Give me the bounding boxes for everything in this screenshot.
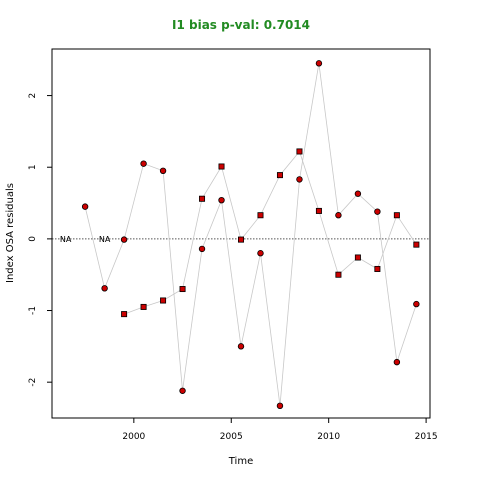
- series-1-point: [82, 204, 88, 210]
- series-2-point: [141, 304, 146, 309]
- y-axis-label: Index OSA residuals: [5, 183, 16, 283]
- series-1-point: [414, 301, 420, 307]
- series-1-point: [180, 388, 186, 394]
- x-axis: 2000 2005 2010 2015: [122, 418, 437, 442]
- series-2-point: [238, 237, 243, 242]
- series-1-point: [336, 212, 342, 218]
- series-1-point: [258, 250, 264, 256]
- series-2-point: [355, 255, 360, 260]
- series-1-point: [160, 168, 166, 174]
- series-2-point: [394, 213, 399, 218]
- y-tick-label: 1: [28, 164, 38, 170]
- series-2-point: [219, 164, 224, 169]
- series-2-point: [297, 149, 302, 154]
- x-tick-label: 2005: [220, 432, 243, 442]
- series-2-point: [375, 266, 380, 271]
- series-1-point: [277, 403, 283, 409]
- y-axis: -2 -1 0 1 2: [28, 93, 52, 387]
- series-1-point: [297, 177, 303, 183]
- series-2-point: [199, 196, 204, 201]
- y-tick-label: 2: [28, 93, 38, 99]
- series-1-point: [102, 286, 108, 292]
- series-1-point: [355, 191, 361, 197]
- series-line-1: [85, 63, 416, 406]
- series-markers: [82, 61, 419, 409]
- series-1-point: [199, 246, 205, 252]
- series-1-point: [316, 61, 322, 67]
- x-axis-label: Time: [228, 456, 253, 467]
- series-1-point: [394, 359, 400, 365]
- series-2-point: [277, 173, 282, 178]
- series-2-point: [414, 242, 419, 247]
- series-1-point: [238, 344, 244, 350]
- series-lines: [85, 63, 416, 406]
- series-1-point: [141, 161, 147, 167]
- series-2-point: [180, 286, 185, 291]
- x-tick-label: 2015: [415, 432, 438, 442]
- series-1-point: [219, 197, 225, 203]
- y-tick-label: -1: [28, 306, 38, 315]
- series-2-point: [160, 298, 165, 303]
- series-2-point: [258, 213, 263, 218]
- na-label: NA: [99, 235, 111, 244]
- series-2-point: [336, 272, 341, 277]
- series-1-point: [121, 237, 127, 243]
- series-1-point: [375, 209, 381, 215]
- series-2-point: [121, 312, 126, 317]
- series-2-point: [316, 208, 321, 213]
- x-tick-label: 2000: [122, 432, 145, 442]
- chart-title: I1 bias p-val: 0.7014: [172, 18, 310, 32]
- series-line-2: [124, 152, 416, 315]
- y-tick-label: 0: [28, 236, 38, 242]
- na-label: NA: [60, 235, 72, 244]
- x-tick-label: 2010: [317, 432, 340, 442]
- y-tick-label: -2: [28, 378, 38, 387]
- plot-frame: [52, 49, 430, 418]
